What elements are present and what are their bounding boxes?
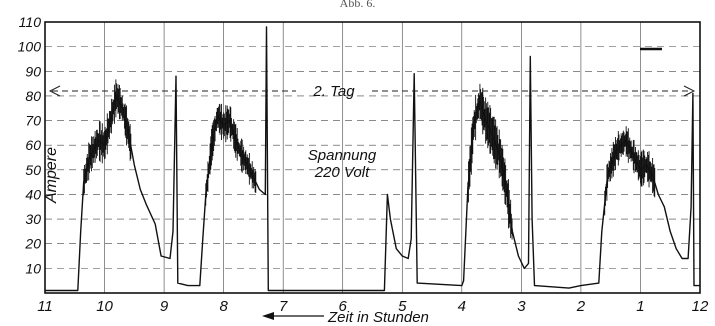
x-axis-label: Zeit in Stunden (327, 309, 429, 326)
time-direction-arrow (262, 312, 324, 320)
y-tick-label: 20 (24, 236, 41, 252)
y-axis-label: Ampere (43, 147, 60, 204)
current-fluctuation-bands (83, 79, 656, 240)
x-tick-label: 11 (37, 298, 53, 315)
x-tick-label: 7 (279, 298, 288, 315)
y-tick-label: 90 (25, 63, 41, 79)
y-tick-label: 110 (19, 14, 42, 30)
y-tick-label: 50 (25, 162, 41, 178)
x-tick-label: 10 (96, 298, 113, 315)
x-tick-label: 9 (160, 298, 169, 315)
grid (45, 22, 700, 293)
y-tick-label: 70 (25, 113, 41, 129)
figure-caption: Abb. 6. (339, 0, 376, 10)
x-tick-label: 12 (692, 298, 709, 315)
x-tick-label: 1 (636, 298, 644, 315)
x-tick-label: 3 (517, 298, 526, 315)
y-tick-label: 80 (25, 88, 41, 104)
y-tick-label: 40 (25, 186, 41, 202)
plot-frame (44, 21, 701, 294)
y-tick-labels: 10 20 30 40 50 60 70 80 90 100 110 (18, 14, 42, 276)
x-tick-label: 5 (398, 298, 407, 315)
day-annotation: 2. Tag (312, 83, 355, 100)
x-tick-label: 2 (576, 298, 586, 315)
voltage-annotation-line2: 220 Volt (314, 164, 370, 181)
y-tick-label: 10 (25, 260, 41, 276)
y-tick-label: 100 (18, 39, 42, 55)
y-tick-label: 30 (25, 211, 41, 227)
day-span-arrow (48, 85, 696, 97)
x-tick-labels: 11 10 9 8 7 6 5 4 3 2 1 12 (37, 298, 709, 315)
x-tick-label: 8 (219, 298, 228, 315)
voltage-annotation-line1: Spannung (308, 147, 377, 164)
y-tick-label: 60 (25, 137, 41, 153)
x-tick-label: 4 (458, 298, 466, 315)
x-tick-label: 6 (339, 298, 348, 315)
